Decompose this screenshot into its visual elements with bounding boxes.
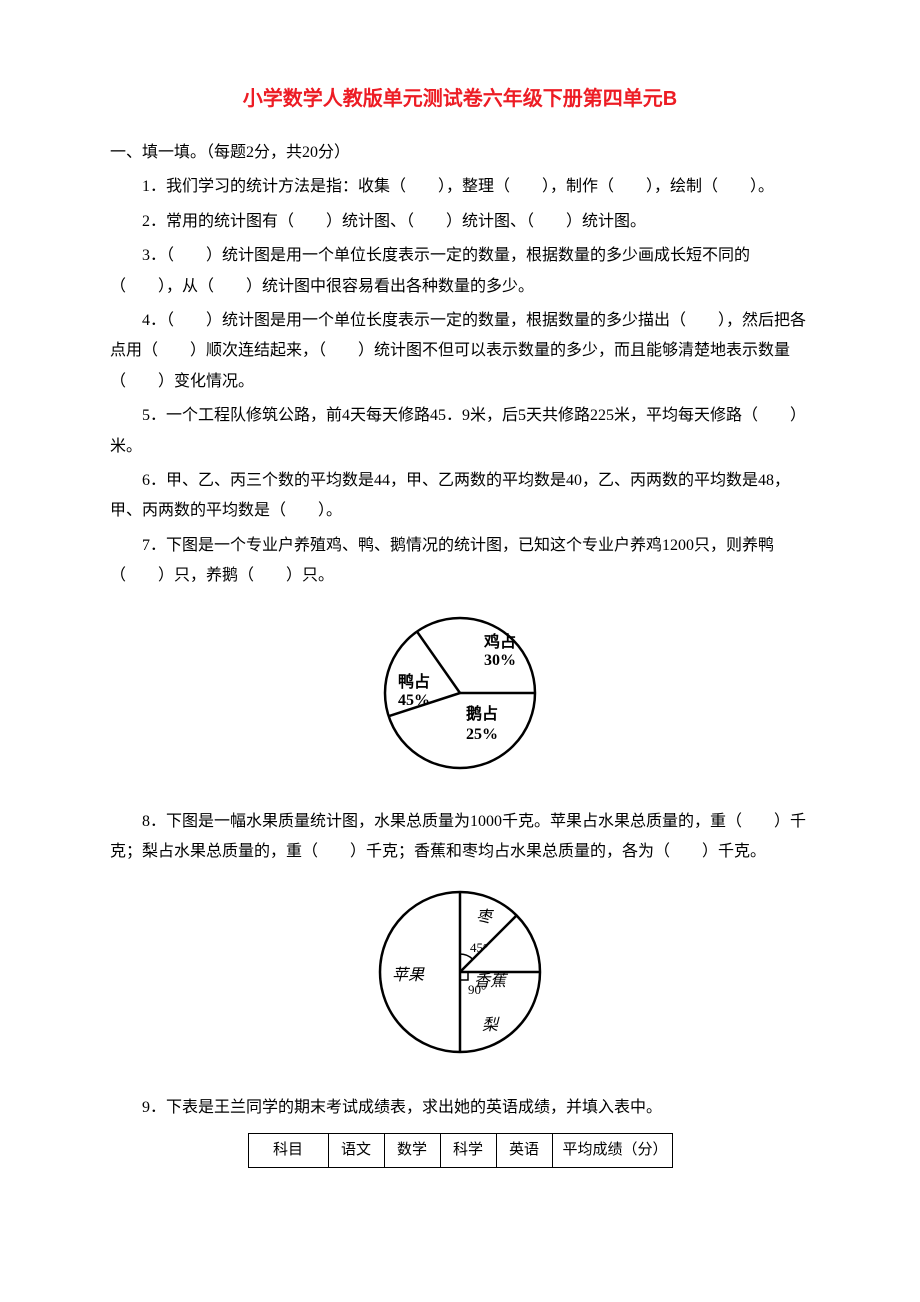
svg-text:鸡占: 鸡占: [483, 632, 516, 651]
q2: 2．常用的统计图有（ ）统计图、（ ）统计图、（ ）统计图。: [110, 207, 810, 237]
score-table: 科目语文数学科学英语平均成绩（分）: [110, 1133, 810, 1168]
table-header-cell: 科学: [440, 1134, 496, 1168]
svg-text:45%: 45%: [398, 692, 430, 709]
svg-text:45°: 45°: [470, 940, 488, 955]
q9: 9．下表是王兰同学的期末考试成绩表，求出她的英语成绩，并填入表中。: [110, 1093, 810, 1123]
svg-text:30%: 30%: [484, 652, 516, 669]
svg-text:梨: 梨: [482, 1016, 500, 1034]
svg-text:苹果: 苹果: [392, 966, 425, 984]
svg-text:鹅占: 鹅占: [466, 704, 498, 723]
pie-chart-1: 鸡占30% 鸭占45% 鹅占 25%: [110, 603, 810, 794]
q7: 7．下图是一个专业户养殖鸡、鸭、鹅情况的统计图，已知这个专业户养鸡1200只，则…: [110, 531, 810, 592]
table-header-cell: 英语: [496, 1134, 552, 1168]
table-header-cell: 语文: [328, 1134, 384, 1168]
q1: 1．我们学习的统计方法是指：收集（ ），整理（ ），制作（ ），绘制（ ）。: [110, 172, 810, 202]
q5: 5．一个工程队修筑公路，前4天每天修路45．9米，后5天共修路225米，平均每天…: [110, 401, 810, 462]
table-header-cell: 平均成绩（分）: [552, 1134, 672, 1168]
svg-text:25%: 25%: [466, 726, 498, 743]
svg-text:鸭占: 鸭占: [398, 672, 430, 691]
q6: 6．甲、乙、丙三个数的平均数是44，甲、乙两数的平均数是40，乙、丙两数的平均数…: [110, 466, 810, 527]
table-header-cell: 数学: [384, 1134, 440, 1168]
table-header-cell: 科目: [248, 1134, 328, 1168]
section-1-heading: 一、填一填。（每题2分，共20分）: [110, 138, 810, 168]
q3: 3．（ ）统计图是用一个单位长度表示一定的数量，根据数量的多少画成长短不同的（ …: [110, 241, 810, 302]
svg-text:枣: 枣: [476, 908, 494, 926]
q4: 4．（ ）统计图是用一个单位长度表示一定的数量，根据数量的多少描出（ ），然后把…: [110, 306, 810, 397]
page-title: 小学数学人教版单元测试卷六年级下册第四单元B: [110, 80, 810, 118]
q8: 8．下图是一幅水果质量统计图，水果总质量为1000千克。苹果占水果总质量的，重（…: [110, 807, 810, 868]
pie-chart-2: 枣香蕉梨苹果45°90°: [110, 880, 810, 1081]
svg-text:90°: 90°: [468, 982, 486, 997]
